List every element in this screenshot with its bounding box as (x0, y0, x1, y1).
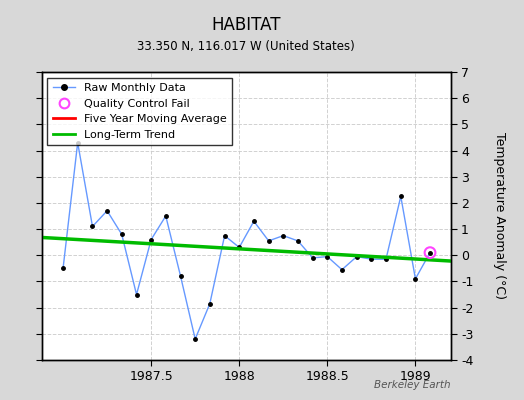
Y-axis label: Temperature Anomaly (°C): Temperature Anomaly (°C) (493, 132, 506, 300)
Text: HABITAT: HABITAT (212, 16, 281, 34)
Text: 33.350 N, 116.017 W (United States): 33.350 N, 116.017 W (United States) (137, 40, 355, 53)
Legend: Raw Monthly Data, Quality Control Fail, Five Year Moving Average, Long-Term Tren: Raw Monthly Data, Quality Control Fail, … (48, 78, 233, 145)
Point (426, 250, 434, 256)
Text: Berkeley Earth: Berkeley Earth (374, 380, 451, 390)
